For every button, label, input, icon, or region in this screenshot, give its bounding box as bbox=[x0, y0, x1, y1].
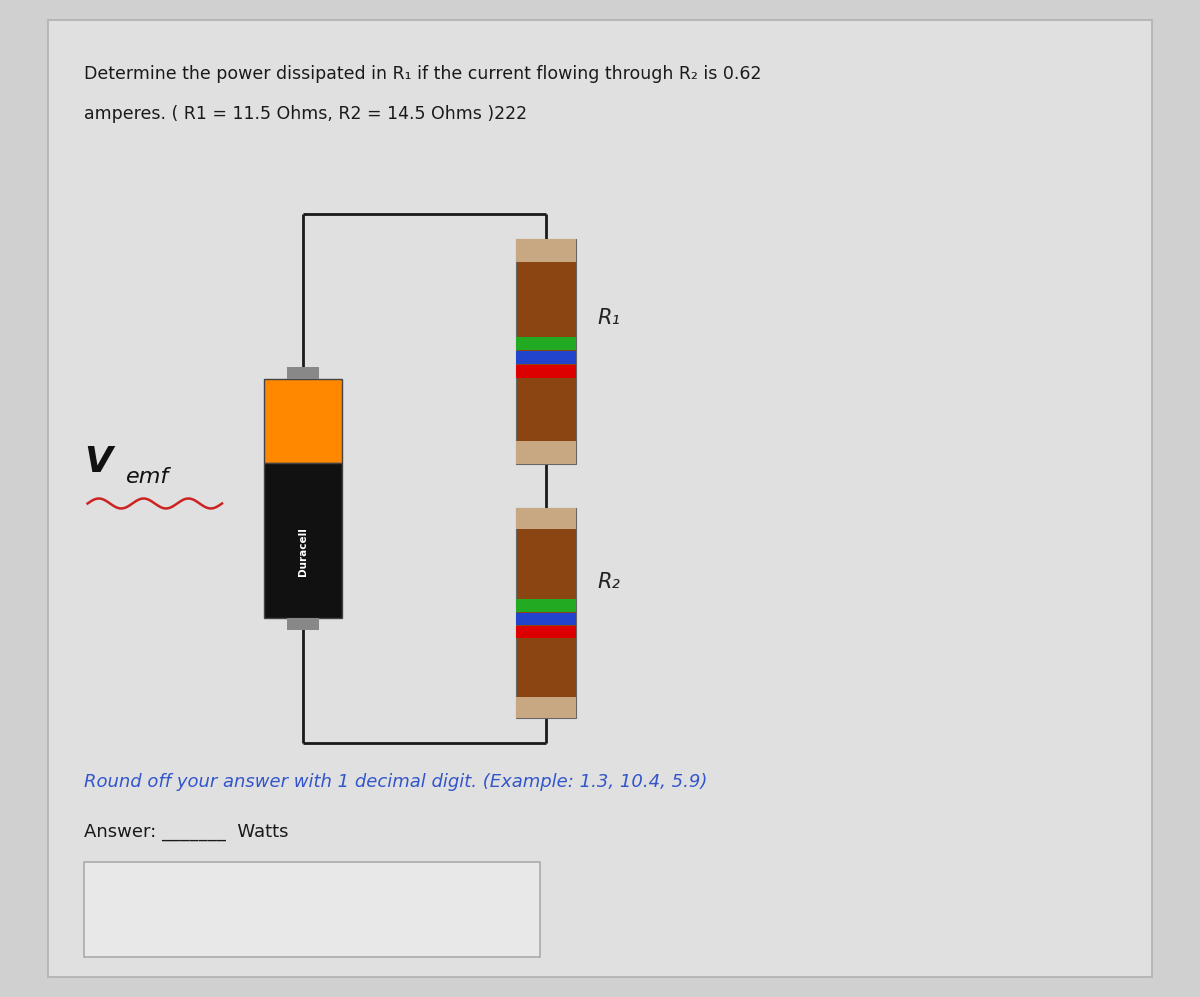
Bar bbox=[516, 441, 576, 464]
Bar bbox=[516, 239, 576, 464]
Text: V: V bbox=[84, 445, 112, 479]
Bar bbox=[516, 508, 576, 529]
Text: Duracell: Duracell bbox=[298, 526, 308, 575]
Bar bbox=[84, 862, 540, 957]
Text: Determine the power dissipated in R₁ if the current flowing through R₂ is 0.62: Determine the power dissipated in R₁ if … bbox=[84, 65, 762, 83]
Text: amperes. ( R1 = 11.5 Ohms, R2 = 14.5 Ohms )222: amperes. ( R1 = 11.5 Ohms, R2 = 14.5 Ohm… bbox=[84, 105, 527, 123]
Bar bbox=[516, 612, 576, 625]
Bar bbox=[516, 599, 576, 612]
Bar bbox=[288, 618, 319, 630]
Bar bbox=[516, 239, 576, 262]
Bar bbox=[516, 626, 576, 638]
Bar bbox=[516, 351, 576, 364]
Bar bbox=[264, 379, 342, 463]
Bar bbox=[264, 463, 342, 618]
Text: emf: emf bbox=[126, 467, 169, 487]
Bar bbox=[516, 365, 576, 378]
Bar bbox=[516, 508, 576, 718]
Text: Answer: _______  Watts: Answer: _______ Watts bbox=[84, 823, 288, 840]
Bar bbox=[516, 337, 576, 350]
Text: R₂: R₂ bbox=[598, 571, 620, 592]
Bar bbox=[516, 697, 576, 718]
Text: Round off your answer with 1 decimal digit. (Example: 1.3, 10.4, 5.9): Round off your answer with 1 decimal dig… bbox=[84, 773, 707, 791]
Bar bbox=[288, 367, 319, 379]
FancyBboxPatch shape bbox=[48, 20, 1152, 977]
Text: R₁: R₁ bbox=[598, 308, 620, 328]
